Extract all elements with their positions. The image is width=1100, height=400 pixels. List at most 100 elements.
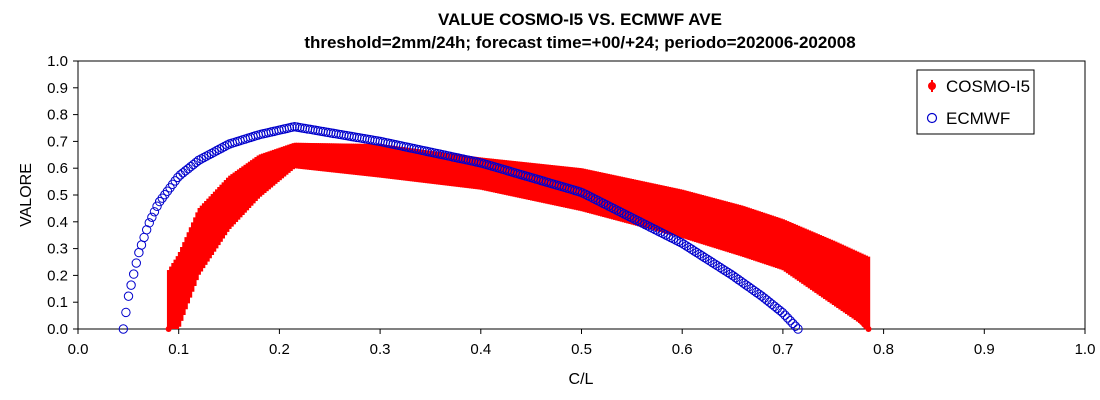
ecmwf-point bbox=[606, 202, 616, 213]
ecmwf-point bbox=[668, 234, 679, 244]
ecmwf-point bbox=[214, 144, 225, 154]
ecmwf-point bbox=[769, 301, 780, 312]
y-tick-label: 0.8 bbox=[47, 107, 68, 124]
ecmwf-point bbox=[624, 211, 635, 222]
ecmwf-point bbox=[196, 154, 206, 164]
ecmwf-point bbox=[640, 219, 650, 230]
ecmwf-point bbox=[694, 249, 705, 259]
ecmwf-point bbox=[681, 241, 692, 251]
legend-box bbox=[916, 69, 1035, 135]
ecmwf-point bbox=[650, 224, 660, 235]
ecmwf-point bbox=[785, 316, 795, 326]
ecmwf-point bbox=[653, 226, 663, 236]
x-tick-label: 0.6 bbox=[672, 341, 693, 358]
ecmwf-point bbox=[718, 264, 728, 274]
ecmwf-point bbox=[165, 183, 175, 193]
ecmwf-point bbox=[712, 261, 723, 271]
ecmwf-point bbox=[702, 254, 712, 264]
y-tick-label: 0.5 bbox=[47, 187, 68, 204]
ecmwf-point bbox=[577, 188, 588, 198]
ecmwf-point bbox=[697, 251, 707, 261]
x-axis-label: C/L bbox=[569, 371, 594, 388]
ecmwf-point bbox=[705, 256, 715, 266]
ecmwf-point bbox=[596, 197, 606, 207]
ecmwf-point bbox=[723, 267, 733, 278]
ecmwf-point bbox=[655, 227, 666, 237]
ecmwf-point bbox=[180, 166, 191, 176]
ecmwf-point bbox=[128, 269, 139, 279]
ecmwf-point bbox=[686, 244, 697, 254]
y-tick-label: 0.2 bbox=[47, 267, 68, 284]
ecmwf-point bbox=[199, 152, 209, 163]
ecmwf-point bbox=[149, 207, 160, 217]
y-axis-ticks: 0.0 0.1 0.2 0.3 0.4 0.5 0.6 0.7 0.8 0.9 1.0 bbox=[47, 53, 78, 338]
ecmwf-point bbox=[725, 269, 736, 279]
x-tick-label: 0.4 bbox=[470, 341, 491, 358]
ecmwf-point bbox=[764, 297, 775, 307]
ecmwf-point bbox=[767, 299, 777, 309]
plot-area bbox=[77, 60, 1086, 334]
cosmo-point bbox=[865, 326, 872, 332]
ecmwf-point bbox=[710, 259, 720, 269]
ecmwf-point bbox=[715, 262, 725, 273]
ecmwf-point bbox=[658, 228, 668, 239]
x-tick-label: 1.0 bbox=[1075, 341, 1096, 358]
ecmwf-point bbox=[692, 247, 702, 258]
legend: COSMO-I5 ECMWF bbox=[916, 69, 1035, 135]
x-tick-label: 0.0 bbox=[68, 341, 89, 358]
ecmwf-point bbox=[162, 186, 173, 196]
ecmwf-point bbox=[157, 193, 167, 203]
legend-cosmo-marker bbox=[928, 82, 936, 90]
ecmwf-point bbox=[580, 189, 590, 199]
x-tick-label: 0.3 bbox=[370, 341, 391, 358]
ecmwf-point bbox=[666, 232, 676, 243]
ecmwf-point bbox=[118, 324, 129, 334]
ecmwf-point bbox=[676, 238, 686, 248]
ecmwf-point bbox=[144, 218, 154, 228]
ecmwf-point bbox=[720, 266, 731, 276]
x-tick-label: 0.2 bbox=[269, 341, 290, 358]
ecmwf-point bbox=[780, 310, 790, 320]
ecmwf-point bbox=[186, 161, 196, 172]
ecmwf-point bbox=[707, 257, 718, 268]
ecmwf-point bbox=[699, 252, 710, 263]
ecmwf-point bbox=[673, 236, 684, 247]
ecmwf-point bbox=[206, 148, 217, 159]
ecmwf-point bbox=[790, 321, 801, 331]
ecmwf-point bbox=[204, 150, 214, 160]
ecmwf-point bbox=[611, 205, 622, 215]
ecmwf-point bbox=[684, 242, 694, 253]
ecmwf-point bbox=[152, 201, 162, 211]
ecmwf-point bbox=[647, 223, 658, 234]
ecmwf-point bbox=[583, 190, 593, 201]
ecmwf-point bbox=[679, 239, 689, 249]
ecmwf-point bbox=[175, 170, 186, 180]
ecmwf-point bbox=[147, 212, 157, 223]
ecmwf-point bbox=[772, 303, 782, 314]
ecmwf-point bbox=[219, 141, 230, 152]
ecmwf-point bbox=[141, 225, 152, 235]
ecmwf-point bbox=[188, 159, 199, 170]
y-tick-label: 0.6 bbox=[47, 160, 68, 177]
ecmwf-point bbox=[154, 196, 165, 207]
x-tick-label: 0.1 bbox=[168, 341, 189, 358]
ecmwf-point bbox=[671, 235, 681, 245]
legend-cosmo-label: COSMO-I5 bbox=[946, 77, 1030, 96]
ecmwf-point bbox=[183, 163, 193, 174]
ecmwf-point bbox=[637, 218, 648, 228]
x-tick-label: 0.8 bbox=[873, 341, 894, 358]
ecmwf-point bbox=[777, 307, 788, 318]
ecmwf-point bbox=[663, 231, 673, 241]
ecmwf-point bbox=[616, 207, 627, 218]
ecmwf-point bbox=[782, 313, 793, 323]
ecmwf-point bbox=[689, 246, 699, 256]
legend-ecmwf-marker bbox=[926, 112, 938, 124]
ecmwf-point bbox=[642, 220, 653, 231]
ecmwf-point bbox=[775, 305, 785, 316]
ecmwf-point bbox=[635, 217, 645, 227]
y-tick-label: 0.0 bbox=[47, 321, 68, 338]
ecmwf-point bbox=[619, 209, 629, 219]
ecmwf-point bbox=[209, 147, 219, 157]
cosmo-series bbox=[165, 142, 872, 332]
y-tick-label: 0.3 bbox=[47, 241, 68, 258]
